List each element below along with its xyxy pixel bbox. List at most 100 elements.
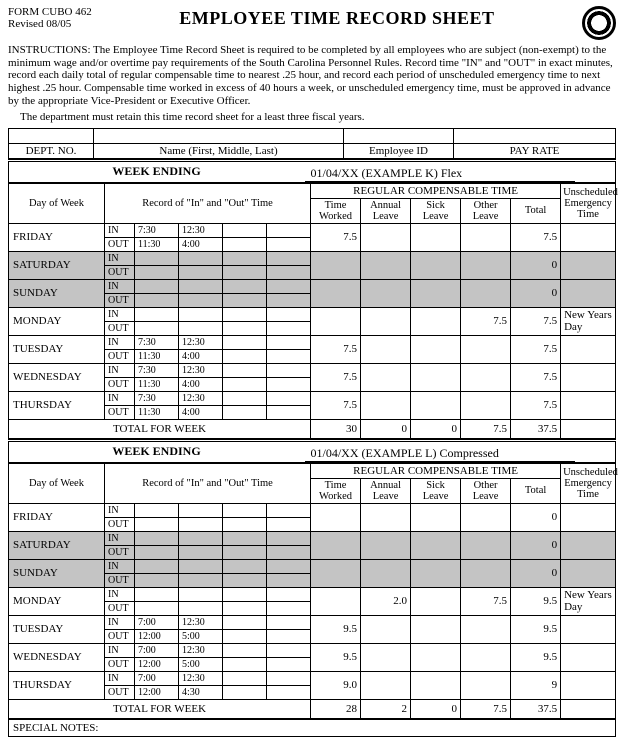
time-cell: [179, 321, 223, 335]
totals-row: TOTAL FOR WEEK30007.537.5: [9, 419, 616, 438]
time-cell: 5:00: [179, 657, 223, 671]
form-id: FORM CUBO 462 Revised 08/05: [8, 6, 92, 30]
out-label: OUT: [105, 657, 135, 671]
note-cell: [561, 251, 616, 279]
ol-cell: [461, 671, 511, 699]
in-label: IN: [105, 671, 135, 685]
time-cell: [179, 279, 223, 293]
time-cell: [267, 587, 311, 601]
note-cell: [561, 363, 616, 391]
time-cell: 11:30: [135, 377, 179, 391]
sl-cell: [411, 671, 461, 699]
al-cell: [361, 615, 411, 643]
time-cell: [179, 573, 223, 587]
time-cell: 7:00: [135, 671, 179, 685]
day-row: WEDNESDAYIN7:0012:309.59.5: [9, 643, 616, 657]
time-cell: 4:00: [179, 349, 223, 363]
out-label: OUT: [105, 265, 135, 279]
note-cell: [561, 279, 616, 307]
time-cell: [179, 503, 223, 517]
time-cell: [267, 685, 311, 699]
time-cell: [267, 237, 311, 251]
seal-icon: [582, 6, 616, 40]
time-cell: 12:30: [179, 643, 223, 657]
time-cell: [135, 601, 179, 615]
time-cell: 7:30: [135, 391, 179, 405]
tot-note: [561, 699, 616, 718]
time-cell: [267, 391, 311, 405]
tw-cell: 9.0: [311, 671, 361, 699]
form-id-line1: FORM CUBO 462: [8, 6, 92, 18]
col-time-worked: Time Worked: [311, 198, 361, 223]
tot-tw: 30: [311, 419, 361, 438]
time-cell: [223, 391, 267, 405]
time-cell: [223, 321, 267, 335]
sl-cell: [411, 643, 461, 671]
time-cell: [267, 265, 311, 279]
in-label: IN: [105, 503, 135, 517]
label-week-ending: WEEK ENDING: [57, 160, 257, 182]
tot-tw: 28: [311, 699, 361, 718]
col-annual-leave: Annual Leave: [361, 478, 411, 503]
timesheet-table: Day of WeekRecord of "In" and "Out" Time…: [8, 463, 616, 719]
time-cell: 12:30: [179, 363, 223, 377]
time-cell: [223, 363, 267, 377]
time-cell: [179, 601, 223, 615]
time-cell: [223, 531, 267, 545]
tot-ol: 7.5: [461, 699, 511, 718]
day-row: THURSDAYIN7:0012:309.09: [9, 671, 616, 685]
tw-cell: 7.5: [311, 335, 361, 363]
day-name: MONDAY: [9, 587, 105, 615]
time-cell: [223, 223, 267, 237]
label-name: Name (First, Middle, Last): [94, 143, 344, 158]
in-label: IN: [105, 223, 135, 237]
time-cell: 12:30: [179, 671, 223, 685]
sl-cell: [411, 251, 461, 279]
note-cell: [561, 671, 616, 699]
day-name: TUESDAY: [9, 615, 105, 643]
note-cell: [561, 335, 616, 363]
in-label: IN: [105, 363, 135, 377]
out-label: OUT: [105, 517, 135, 531]
tot-cell: 7.5: [511, 363, 561, 391]
col-reg-comp: REGULAR COMPENSABLE TIME: [311, 183, 561, 198]
note-cell: New Years Day: [561, 307, 616, 335]
day-row: TUESDAYIN7:3012:307.57.5: [9, 335, 616, 349]
tw-cell: 7.5: [311, 363, 361, 391]
ol-cell: [461, 531, 511, 559]
tot-cell: 7.5: [511, 391, 561, 419]
time-cell: [267, 615, 311, 629]
instructions: INSTRUCTIONS: The Employee Time Record S…: [8, 44, 616, 107]
ol-cell: 7.5: [461, 307, 511, 335]
col-unscheduled: Unscheduled Emergency Time: [561, 183, 616, 223]
time-cell: 7:00: [135, 615, 179, 629]
tw-cell: [311, 531, 361, 559]
in-label: IN: [105, 531, 135, 545]
tot-cell: 0: [511, 251, 561, 279]
time-cell: 4:00: [179, 377, 223, 391]
week1-ending-value: 01/04/XX (EXAMPLE K) Flex: [305, 164, 576, 182]
day-name: THURSDAY: [9, 671, 105, 699]
time-cell: 7:30: [135, 363, 179, 377]
out-label: OUT: [105, 377, 135, 391]
day-row: THURSDAYIN7:3012:307.57.5: [9, 391, 616, 405]
ol-cell: [461, 615, 511, 643]
time-cell: [179, 545, 223, 559]
time-cell: 12:00: [135, 629, 179, 643]
al-cell: [361, 363, 411, 391]
al-cell: [361, 335, 411, 363]
time-cell: [179, 307, 223, 321]
ol-cell: [461, 335, 511, 363]
day-name: SUNDAY: [9, 559, 105, 587]
tw-cell: [311, 279, 361, 307]
col-day: Day of Week: [9, 183, 105, 223]
time-cell: [267, 349, 311, 363]
time-cell: [223, 307, 267, 321]
ol-cell: 7.5: [461, 587, 511, 615]
ol-cell: [461, 363, 511, 391]
day-row: TUESDAYIN7:0012:309.59.5: [9, 615, 616, 629]
time-cell: [223, 559, 267, 573]
time-cell: [267, 335, 311, 349]
out-label: OUT: [105, 629, 135, 643]
tw-cell: 7.5: [311, 223, 361, 251]
